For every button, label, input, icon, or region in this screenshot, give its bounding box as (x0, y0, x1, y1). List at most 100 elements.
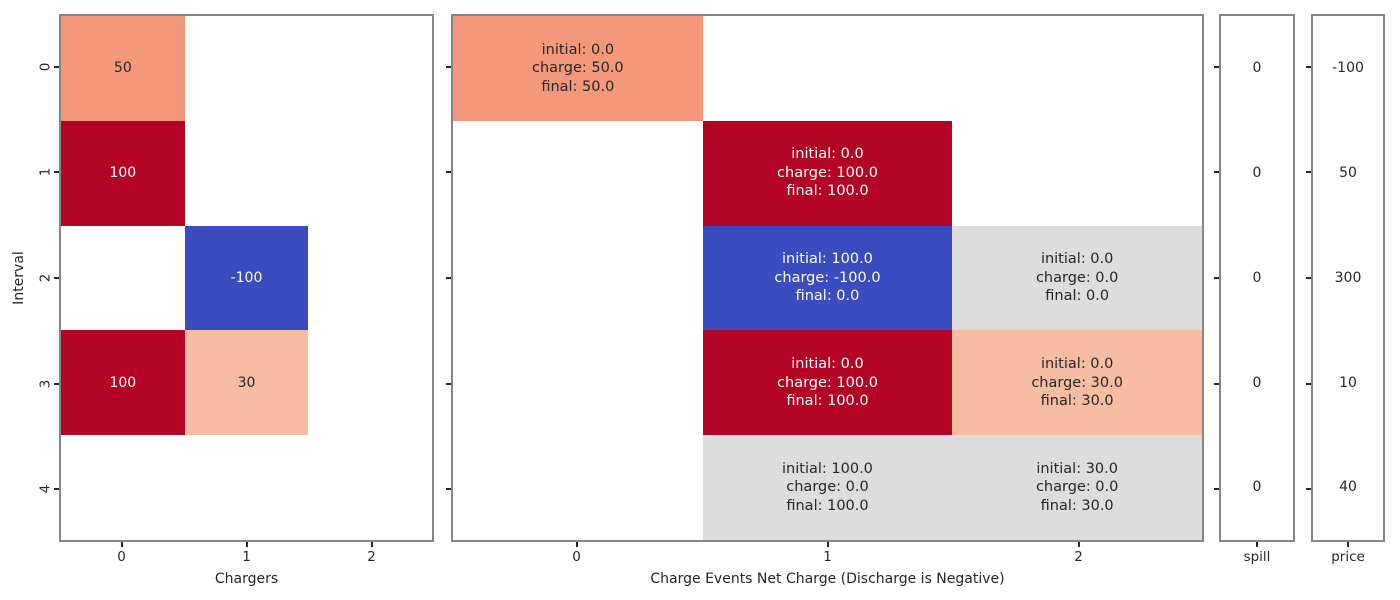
chargers-x-axis-label: Chargers (214, 571, 279, 587)
heatmap-cell: 0 (1221, 225, 1293, 331)
x-tick-label: 1 (242, 549, 251, 565)
heatmap-cell-text: initial: 100.0 (782, 251, 873, 268)
heatmap-cell-text: final: 30.0 (1040, 393, 1114, 410)
heatmap-cell-text: 0 (1252, 60, 1262, 77)
y-tick-mark (1214, 65, 1219, 68)
chargers-heatmap-panel: 50 100 -100 100 30 0 1 2 3 4 0 1 2 Chargers Interv… (11, 14, 434, 587)
y-tick-mark (1214, 171, 1219, 174)
heatmap-cell-text: final: 100.0 (786, 393, 869, 410)
heatmap-cell-text: initial: 30.0 (1036, 460, 1118, 477)
heatmap-cell-text: initial: 0.0 (541, 41, 615, 58)
price-cells: -100 50 300 10 40 (1313, 16, 1383, 540)
heatmap-cell-text: final: 0.0 (795, 288, 860, 305)
x-tick-label: 2 (1074, 549, 1083, 565)
heatmap-cell-text: 100 (109, 374, 137, 391)
heatmap-cell: 0 (1221, 120, 1293, 226)
heatmap-cell: 50 (61, 16, 185, 121)
x-tick-mark (370, 542, 373, 547)
heatmap-cell-text: initial: 0.0 (1040, 356, 1114, 373)
x-tick-mark (1256, 542, 1258, 547)
heatmap-cell: initial: 0.0 charge: 100.0 final: 100.0 (702, 120, 953, 226)
chargers-cells: 50 100 -100 100 30 (61, 16, 432, 540)
charge-events-x-axis: 0 1 2 (451, 542, 1204, 582)
charge-events-y-axis (405, 14, 451, 542)
heatmap-cell: initial: 0.0 charge: 100.0 final: 100.0 (702, 330, 953, 436)
x-tick-label: spill (1243, 549, 1271, 565)
y-tick-mark (54, 277, 59, 279)
x-tick-label: price (1331, 549, 1365, 565)
heatmap-cell-text: 50 (1339, 164, 1357, 181)
y-tick-mark (54, 171, 59, 174)
heatmap-cell-text: 50 (113, 60, 132, 77)
y-tick-mark (54, 488, 59, 491)
spill-column-panel: 0 0 0 0 0 spill (1214, 14, 1295, 565)
heatmap-cell-text: 0 (1252, 479, 1262, 496)
heatmap-cell-text: 0 (1252, 269, 1262, 286)
heatmap-cell: 40 (1313, 435, 1383, 540)
heatmap-cell-text: -100 (1332, 60, 1364, 77)
heatmap-cell: 10 (1313, 330, 1383, 436)
heatmap-cell: 100 (61, 330, 185, 436)
heatmap-cell-text: 30 (237, 374, 256, 391)
heatmap-cell-text: -100 (230, 269, 263, 286)
y-tick-mark (1306, 171, 1311, 174)
y-tick-mark (54, 382, 59, 385)
interval-y-axis-label-text: Interval (11, 251, 27, 305)
heatmap-cell-text: final: 30.0 (1040, 497, 1114, 514)
y-tick-mark (1306, 65, 1311, 68)
heatmap-cell-text: 300 (1334, 269, 1362, 286)
charge-events-plot-area: initial: 0.0 charge: 50.0 final: 50.0 initi… (451, 14, 1204, 542)
y-tick-label: 3 (37, 379, 54, 388)
chargers-x-axis: 0 1 2 (59, 542, 434, 582)
charge-events-cells: initial: 0.0 charge: 50.0 final: 50.0 initi… (453, 16, 1202, 540)
x-tick-label: 1 (823, 549, 832, 565)
y-tick-mark (1306, 277, 1311, 279)
heatmap-cell: initial: 0.0 charge: 0.0 final: 0.0 (952, 225, 1202, 331)
heatmap-cell-text: charge: 0.0 (1035, 269, 1119, 286)
y-tick-mark (54, 65, 59, 68)
y-tick-label: 2 (37, 273, 54, 283)
y-tick-mark (446, 382, 451, 385)
heatmap-cell-text: charge: 50.0 (531, 60, 624, 77)
price-plot-area: -100 50 300 10 40 (1311, 14, 1385, 542)
y-tick-mark (1214, 382, 1219, 385)
y-tick-mark (1214, 488, 1219, 491)
spill-x-axis: spill (1219, 542, 1295, 582)
price-y-axis (1265, 14, 1311, 542)
price-x-axis: price (1311, 542, 1385, 582)
y-tick-mark (1306, 488, 1311, 491)
x-tick-mark (1347, 542, 1349, 547)
charge-events-x-axis-label: Charge Events Net Charge (Discharge is N… (650, 571, 1005, 587)
heatmap-cell-text: initial: 0.0 (791, 356, 864, 373)
x-tick-label: 0 (117, 549, 126, 565)
heatmap-cell-text: charge: 30.0 (1031, 374, 1123, 391)
heatmap-cell-text: 100 (109, 164, 137, 181)
y-tick-label: 0 (37, 62, 54, 72)
y-tick-mark (446, 171, 451, 174)
heatmap-cell: initial: 30.0 charge: 0.0 final: 30.0 (952, 435, 1202, 540)
heatmap-cell: -100 (1313, 16, 1383, 121)
heatmap-cell-text: charge: 100.0 (777, 164, 878, 181)
spill-y-axis (1173, 14, 1219, 542)
x-tick-mark (575, 542, 578, 547)
spill-cells: 0 0 0 0 0 (1221, 16, 1293, 540)
heatmap-cell: initial: 0.0 charge: 30.0 final: 30.0 (952, 330, 1202, 436)
heatmap-cell-text: charge: -100.0 (774, 269, 881, 286)
heatmap-cell: 100 (61, 120, 185, 226)
heatmap-cell-text: final: 100.0 (786, 183, 869, 200)
heatmap-cell-text: 0 (1252, 164, 1262, 181)
heatmap-cell-text: 10 (1339, 374, 1357, 391)
y-tick-mark (446, 277, 451, 279)
heatmap-cell: initial: 0.0 charge: 50.0 final: 50.0 (453, 16, 703, 121)
heatmap-cell: 0 (1221, 16, 1293, 121)
heatmap-cell-text: initial: 0.0 (791, 146, 864, 163)
y-tick-mark (446, 488, 451, 491)
price-column-panel: -100 50 300 10 40 price (1306, 14, 1385, 565)
charge-events-heatmap-panel: initial: 0.0 charge: 50.0 final: 50.0 initi… (446, 14, 1204, 587)
heatmap-cell-text: charge: 0.0 (1035, 479, 1119, 496)
heatmap-cell-text: charge: 0.0 (786, 479, 869, 496)
heatmap-cell: 0 (1221, 330, 1293, 436)
heatmap-cell: initial: 100.0 charge: -100.0 final: 0.0 (702, 225, 953, 331)
x-tick-mark (245, 542, 248, 547)
